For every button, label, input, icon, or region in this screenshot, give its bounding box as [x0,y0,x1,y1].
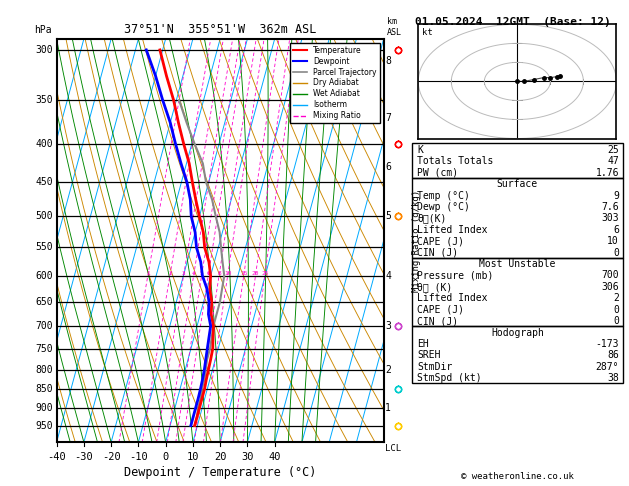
Text: Totals Totals: Totals Totals [417,156,493,166]
Text: Mixing Ratio (g/kg): Mixing Ratio (g/kg) [412,190,421,292]
Text: 15: 15 [240,271,247,276]
Text: -40: -40 [47,452,66,462]
Text: StmDir: StmDir [417,362,452,372]
Text: 306: 306 [601,282,619,292]
Text: 650: 650 [36,297,53,307]
Text: 500: 500 [36,211,53,222]
Title: 37°51'N  355°51'W  362m ASL: 37°51'N 355°51'W 362m ASL [124,23,316,36]
Text: 6: 6 [206,271,210,276]
Text: 900: 900 [36,403,53,413]
Text: 86: 86 [607,350,619,361]
Text: 0: 0 [613,305,619,315]
Text: LCL: LCL [386,444,401,453]
Text: Dewp (°C): Dewp (°C) [417,202,470,212]
Text: 1.76: 1.76 [596,168,619,178]
Text: Hodograph: Hodograph [491,328,544,338]
Text: 10: 10 [224,271,231,276]
Text: 7: 7 [386,113,391,123]
Text: 1: 1 [386,403,391,413]
Text: 550: 550 [36,243,53,252]
Text: EH: EH [417,339,429,349]
Text: Lifted Index: Lifted Index [417,294,487,303]
Text: 8: 8 [217,271,221,276]
Text: Lifted Index: Lifted Index [417,225,487,235]
Text: 350: 350 [36,95,53,105]
Text: 38: 38 [607,373,619,383]
Text: CAPE (J): CAPE (J) [417,305,464,315]
Text: 20: 20 [214,452,226,462]
Text: SREH: SREH [417,350,440,361]
Text: 30: 30 [241,452,253,462]
Text: CIN (J): CIN (J) [417,316,458,326]
Text: -10: -10 [129,452,148,462]
Text: 40: 40 [269,452,281,462]
Text: θᴁ(K): θᴁ(K) [417,213,447,224]
Text: 10: 10 [607,236,619,246]
Text: 600: 600 [36,271,53,281]
Text: StmSpd (kt): StmSpd (kt) [417,373,482,383]
Text: 25: 25 [607,145,619,155]
Text: 287°: 287° [596,362,619,372]
Text: Pressure (mb): Pressure (mb) [417,270,493,280]
Text: 800: 800 [36,364,53,375]
Legend: Temperature, Dewpoint, Parcel Trajectory, Dry Adiabat, Wet Adiabat, Isotherm, Mi: Temperature, Dewpoint, Parcel Trajectory… [291,43,380,123]
Text: 4: 4 [192,271,196,276]
Text: CIN (J): CIN (J) [417,248,458,258]
Text: Most Unstable: Most Unstable [479,259,555,269]
Text: 700: 700 [36,321,53,331]
Text: 01.05.2024  12GMT  (Base: 12): 01.05.2024 12GMT (Base: 12) [415,17,611,27]
Text: 850: 850 [36,384,53,394]
Text: 20: 20 [252,271,259,276]
Text: 9: 9 [613,191,619,201]
Text: 25: 25 [261,271,269,276]
Text: kt: kt [422,28,433,37]
Text: 1: 1 [146,271,150,276]
Text: 3: 3 [182,271,186,276]
Text: 47: 47 [607,156,619,166]
Text: PW (cm): PW (cm) [417,168,458,178]
Text: -20: -20 [102,452,121,462]
Text: 6: 6 [613,225,619,235]
Text: 2: 2 [168,271,172,276]
Text: Temp (°C): Temp (°C) [417,191,470,201]
Text: 950: 950 [36,420,53,431]
Text: 5: 5 [386,211,391,222]
Text: 4: 4 [386,271,391,281]
Text: 750: 750 [36,344,53,353]
Text: -30: -30 [74,452,93,462]
Text: 2: 2 [613,294,619,303]
Text: 2: 2 [386,364,391,375]
Text: 300: 300 [36,45,53,55]
Text: θᴁ (K): θᴁ (K) [417,282,452,292]
Text: -173: -173 [596,339,619,349]
Text: 450: 450 [36,177,53,187]
Text: 5: 5 [199,271,203,276]
Text: 7.6: 7.6 [601,202,619,212]
Text: 700: 700 [601,270,619,280]
Text: 0: 0 [162,452,169,462]
Text: 8: 8 [386,55,391,66]
Text: Surface: Surface [497,179,538,189]
Text: 400: 400 [36,139,53,149]
Text: 10: 10 [187,452,199,462]
Text: © weatheronline.co.uk: © weatheronline.co.uk [461,472,574,481]
Text: Dewpoint / Temperature (°C): Dewpoint / Temperature (°C) [124,467,316,480]
Text: 303: 303 [601,213,619,224]
Text: 0: 0 [613,248,619,258]
Text: hPa: hPa [34,25,52,35]
Text: km
ASL: km ASL [387,17,402,37]
Text: 3: 3 [386,321,391,331]
Text: 0: 0 [613,316,619,326]
Text: 6: 6 [386,162,391,172]
Text: CAPE (J): CAPE (J) [417,236,464,246]
Text: K: K [417,145,423,155]
